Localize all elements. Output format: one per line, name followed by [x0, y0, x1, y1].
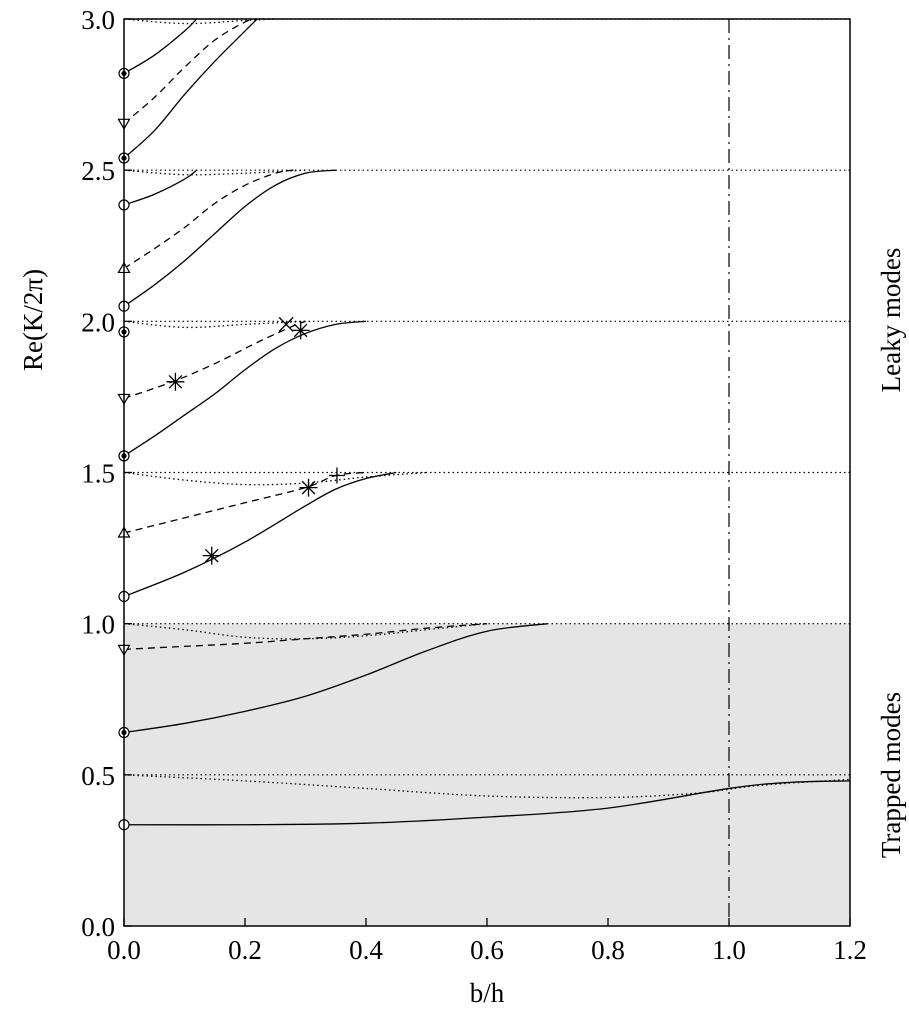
text-layer: b/h Re(K/2π) Leaky modes Trapped modes: [18, 248, 906, 1008]
series-line-3: [123, 623, 548, 734]
x-tick-label-2: 0.2: [228, 935, 262, 965]
x-tick-label-1: 0.0: [107, 935, 141, 965]
trapped-modes-label: Trapped modes: [876, 692, 906, 858]
marker-asterisk-18: [166, 372, 185, 391]
series-line-7: [123, 471, 367, 534]
marker-cross-19: [278, 316, 294, 332]
marker-asterisk-16: [299, 478, 318, 497]
marker-asterisk-20: [291, 321, 310, 340]
y-tick-label-6: 2.5: [81, 156, 115, 186]
y-tick-label-2: 0.5: [81, 761, 115, 791]
series-line-12: [123, 169, 336, 307]
series-line-16: [123, 18, 258, 159]
x-axis-title: b/h: [470, 978, 505, 1008]
y-tick-label-1: 0.0: [81, 912, 115, 942]
series-line-1: [123, 780, 851, 826]
axes-layer: 0.0 0.2 0.4 0.6 0.8 1.0 1.2 0.0 0.5 1.0 1.5 2.0 2.5 3…: [81, 5, 867, 965]
y-tick-label-4: 1.5: [81, 459, 115, 489]
x-tick-label-3: 0.4: [349, 935, 383, 965]
series-line-6: [123, 471, 397, 598]
y-tick-label-3: 1.0: [81, 610, 115, 640]
series-line-4: [123, 623, 488, 651]
x-tick-label-4: 0.6: [470, 935, 504, 965]
series-line-18: [123, 18, 198, 74]
y-axis-title: Re(K/2π): [18, 269, 48, 371]
series-line-8: [123, 471, 427, 486]
x-tick-label-7: 1.2: [833, 935, 867, 965]
series-line-17: [123, 18, 258, 124]
series-line-14: [123, 169, 198, 206]
y-tick-label-7: 3.0: [81, 5, 115, 35]
series-line-15: [123, 169, 306, 176]
series-line-10: [123, 320, 306, 400]
series-line-9: [123, 320, 367, 457]
leaky-modes-label: Leaky modes: [876, 248, 906, 393]
marker-plus-17: [328, 467, 345, 484]
marker-asterisk-15: [202, 546, 221, 565]
reference-lines: [124, 18, 850, 926]
x-tick-label-5: 0.8: [591, 935, 625, 965]
y-tick-label-5: 2.0: [81, 307, 115, 337]
series-line-11: [123, 320, 306, 329]
x-tick-label-6: 1.0: [712, 935, 746, 965]
series-line-13: [123, 169, 294, 269]
